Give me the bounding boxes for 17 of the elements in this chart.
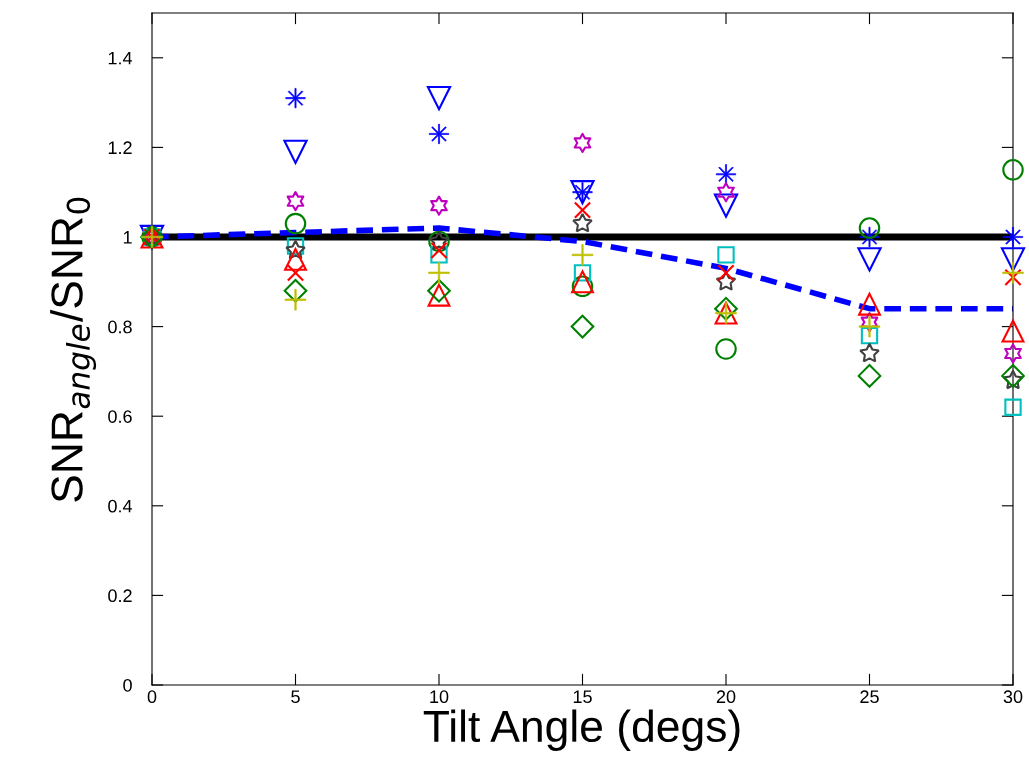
y-tick-label: 0.2 [108,589,132,603]
x-tick-label: 30 [1003,690,1023,704]
y-tick-label: 1.2 [108,141,132,154]
x-tick-label: 5 [291,690,300,704]
y-tick-label: 0.4 [108,499,133,513]
x-tick-label: 15 [573,690,592,704]
y-tick-label: 1 [123,231,132,244]
x-tick-label: 10 [430,690,449,704]
y-tick-label: 0 [123,678,132,692]
x-tick-label: 0 [147,690,157,704]
x-axis-title: Tilt Angle (degs) [423,709,740,751]
x-tick-label: 25 [860,690,879,704]
x-tick-label: 20 [716,690,736,704]
y-tick-label: 0.6 [108,410,132,423]
y-axis-title: SNR$_{angle}$/SNR$_{0}$ [50,197,97,502]
y-tick-label: 0.8 [108,320,132,334]
y-tick-label: 1.4 [108,51,133,65]
